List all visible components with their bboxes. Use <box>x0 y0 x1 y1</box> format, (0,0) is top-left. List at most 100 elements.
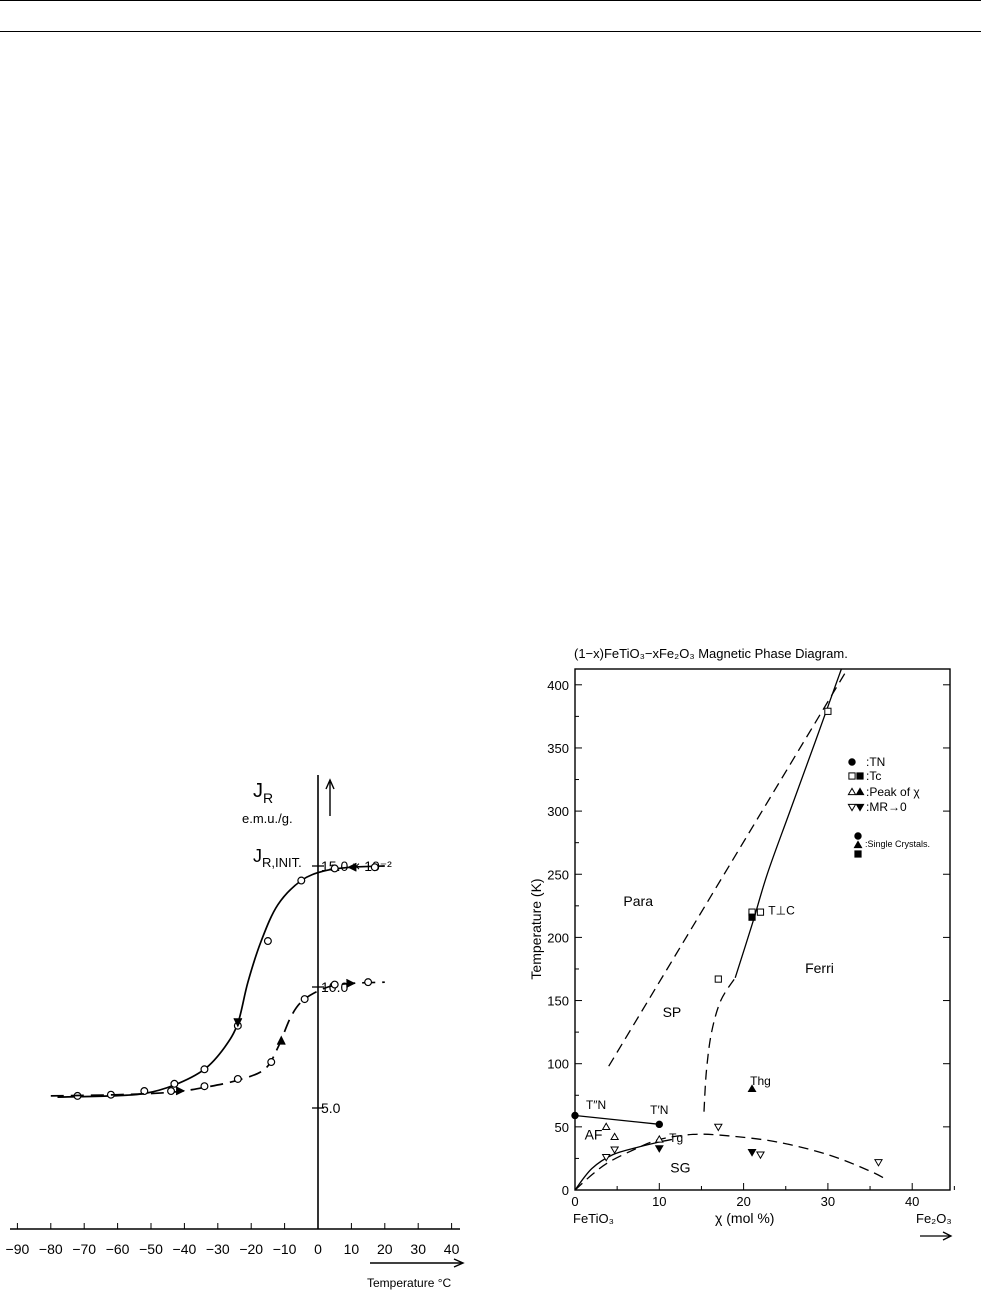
right-point-open-square <box>714 975 722 983</box>
right-point-labels: T″N T′NTg T⊥C Thg <box>586 904 795 1145</box>
left-x-tick-label: 10 <box>344 1241 360 1257</box>
left-series-2-point <box>300 995 309 1004</box>
region-label: SP <box>663 1004 682 1020</box>
right-point-open-triangle <box>601 1122 611 1130</box>
left-x-tick-label: 40 <box>444 1241 460 1257</box>
left-series-2-point <box>267 1058 276 1067</box>
right-x-tick-label: 30 <box>821 1194 835 1209</box>
left-x-tick-label: −90 <box>6 1241 30 1257</box>
legend-marker <box>856 772 864 780</box>
left-series-1-point <box>200 1065 209 1074</box>
point-label: T⊥C <box>768 904 795 918</box>
left-series-2-arrow <box>276 1035 286 1045</box>
region-label: Para <box>623 893 653 909</box>
left-curves <box>50 862 385 1100</box>
left-series-2-arrow <box>175 1086 186 1096</box>
right-y-tick-label: 150 <box>547 994 569 1009</box>
legend-label: :Tc <box>866 769 881 783</box>
right-x-tick-label: 20 <box>736 1194 750 1209</box>
right-y-tick-label: 250 <box>547 867 569 882</box>
left-x-tick-label: −50 <box>139 1241 163 1257</box>
right-x-tick-label: 40 <box>905 1194 919 1209</box>
region-label: AF <box>585 1126 603 1142</box>
right-chart-title: (1−x)FeTiO₃−xFe₂O₃ Magnetic Phase Diagra… <box>574 646 848 661</box>
legend-label: :Single Crystals. <box>865 839 930 849</box>
right-y-tick-label: 300 <box>547 804 569 819</box>
legend-label: :TN <box>866 755 885 769</box>
right-point-filled-square <box>748 913 756 921</box>
point-label: Thg <box>750 1074 771 1088</box>
right-point-open-triangle <box>654 1134 664 1143</box>
right-point-open-inv-triangle <box>713 1123 723 1132</box>
left-ticks: −90 −80 −70 −60 −50 −40 −30 −20 −10 0 10 20 30 405.01… <box>6 858 460 1257</box>
left-x-tick-label: −60 <box>106 1241 130 1257</box>
right-point-open-inv-triangle <box>610 1146 620 1155</box>
right-x-end-label-right: Fe₂O₃ <box>916 1211 952 1226</box>
right-x-tick-label: 0 <box>571 1194 578 1209</box>
left-series-1-point <box>170 1079 179 1088</box>
right-y-label: Temperature (K) <box>528 878 544 979</box>
right-y-tick-label: 200 <box>547 930 569 945</box>
left-series-2-point <box>167 1087 176 1096</box>
left-series-2-point <box>330 980 339 989</box>
left-x-arrow <box>370 1258 465 1268</box>
left-x-tick-label: −80 <box>39 1241 63 1257</box>
left-labels: JR e.m.u./g. JR,INIT. Temperature °C <box>242 778 465 1290</box>
left-x-tick-label: −70 <box>72 1241 96 1257</box>
region-label: SG <box>670 1159 690 1175</box>
region-label: Ferri <box>805 960 834 976</box>
right-boundary-line-3 <box>575 1133 888 1190</box>
left-x-tick-label: 30 <box>410 1241 426 1257</box>
left-series-2-point <box>364 978 373 987</box>
left-x-tick-label: −30 <box>206 1241 230 1257</box>
legend-marker-single-square <box>854 850 862 858</box>
right-region-labels: Para SP Ferri AF SG <box>585 893 834 1175</box>
left-series-2-point <box>233 1074 242 1083</box>
right-y-tick-label: 100 <box>547 1057 569 1072</box>
right-point-open-square <box>824 707 832 715</box>
left-x-tick-label: 0 <box>314 1241 322 1257</box>
legend-marker <box>847 803 857 812</box>
right-x-arrow <box>920 1231 953 1241</box>
left-x-tick-label: −10 <box>273 1241 297 1257</box>
right-boundary-line-4 <box>608 669 849 1067</box>
left-series-1-arrow <box>233 1018 243 1028</box>
legend-marker-single-triangle <box>853 840 863 849</box>
right-y-tick-label: 400 <box>547 678 569 693</box>
legend-marker <box>855 787 865 796</box>
right-point-filled-inv-triangle <box>654 1145 664 1153</box>
point-label: T″N <box>586 1098 606 1112</box>
right-y-tick-label: 50 <box>555 1120 569 1135</box>
right-boundary-line-5 <box>703 977 736 1112</box>
right-point-open-inv-triangle <box>601 1154 611 1162</box>
right-legend: :TN:Tc:Peak of χ:MR→0:Single Crystals. <box>847 755 930 858</box>
left-y-tick-label: 5.0 <box>321 1100 341 1116</box>
left-y-unit: e.m.u./g. <box>242 811 293 826</box>
left-y-arrow <box>325 778 335 816</box>
point-label: T′N <box>650 1103 668 1117</box>
right-boundary-line-6 <box>734 669 843 978</box>
page-header-rule <box>0 31 981 32</box>
right-point-filled-circle <box>571 1111 579 1120</box>
right-x-tick-label: 10 <box>652 1194 666 1209</box>
right-point-open-square <box>756 908 765 916</box>
legend-marker <box>855 803 865 812</box>
left-series-1-arrow <box>347 862 357 872</box>
left-series-1-point <box>263 937 272 946</box>
point-label: Tg <box>669 1131 683 1145</box>
right-point-filled-circle <box>655 1120 663 1129</box>
left-x-tick-label: −40 <box>173 1241 197 1257</box>
left-series-1-point <box>330 864 339 873</box>
left-x-tick-label: 20 <box>377 1241 393 1257</box>
left-x-tick-label: −20 <box>239 1241 263 1257</box>
left-series-1-point <box>370 863 379 872</box>
legend-label: :MR→0 <box>866 800 907 814</box>
right-point-open-inv-triangle <box>874 1159 883 1167</box>
left-y-label: JR <box>253 780 273 806</box>
legend-marker <box>848 758 856 766</box>
page-top-rule <box>0 0 981 1</box>
right-y-tick-label: 0 <box>562 1183 569 1198</box>
legend-marker <box>847 787 857 796</box>
